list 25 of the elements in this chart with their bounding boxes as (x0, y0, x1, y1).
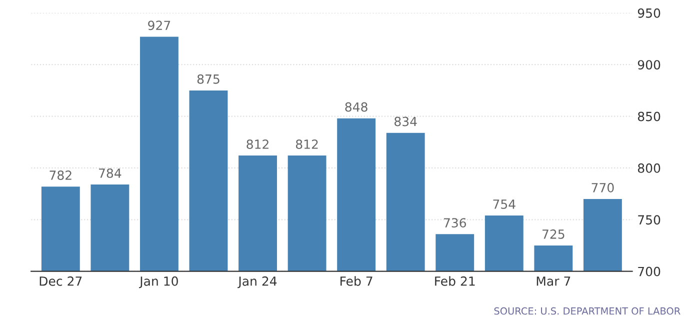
x-tick-label: Mar 7 (536, 276, 570, 286)
x-tick-label: Feb 21 (435, 276, 475, 286)
y-tick-label: 800 (638, 163, 660, 173)
y-tick-label: 900 (638, 60, 660, 70)
y-tick-label: 850 (638, 112, 660, 122)
y-tick-label: 750 (638, 215, 660, 225)
x-tick-label: Feb 7 (340, 276, 372, 286)
x-tick-label: Dec 27 (40, 276, 82, 286)
source-note: SOURCE: U.S. DEPARTMENT OF LABOR (494, 307, 680, 315)
data-label: 754 (493, 200, 516, 209)
data-label: 834 (394, 116, 417, 126)
data-label: 725 (542, 229, 564, 239)
data-label: 927 (148, 20, 170, 30)
data-label: 736 (444, 218, 466, 228)
data-label: 848 (345, 102, 368, 112)
data-label: 770 (592, 182, 614, 192)
x-tick-label: Jan 24 (238, 276, 277, 288)
data-label: 875 (197, 74, 220, 84)
data-label: 812 (296, 140, 318, 149)
y-tick-label: 700 (638, 266, 660, 276)
x-tick-label: Jan 10 (138, 276, 178, 288)
y-tick-label: 950 (638, 8, 660, 18)
data-label: 812 (246, 140, 268, 149)
data-label: 782 (50, 170, 72, 180)
data-label: 784 (99, 168, 122, 178)
